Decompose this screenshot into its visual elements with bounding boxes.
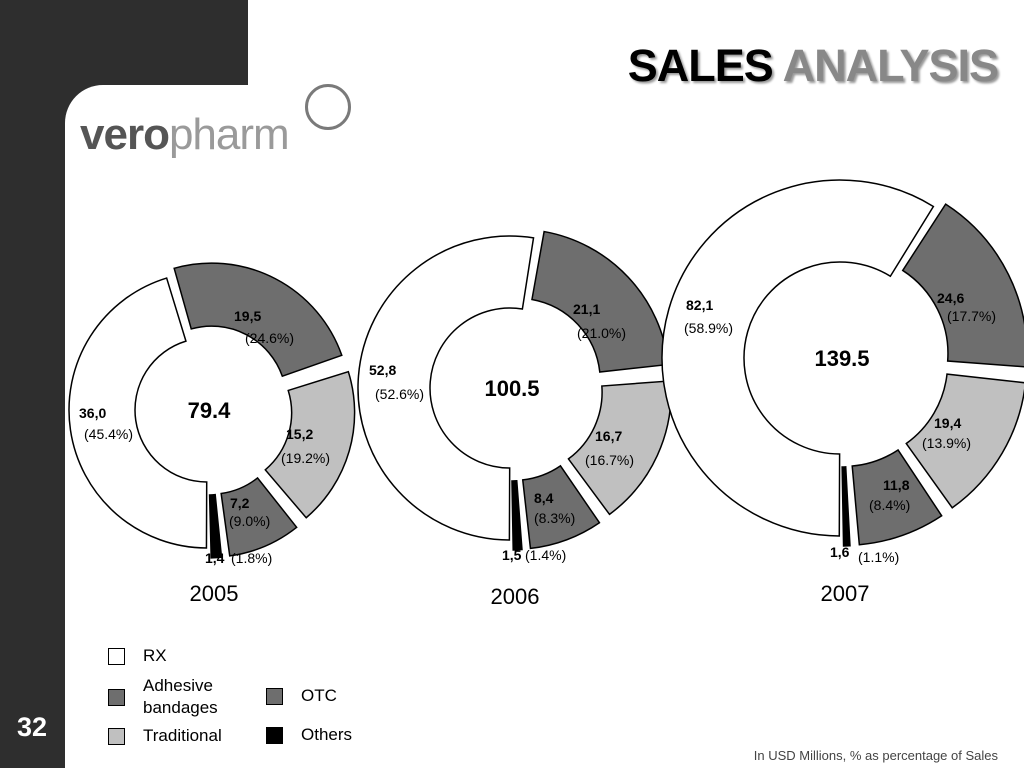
value-label-traditional-2007: 19,4 [934,415,961,431]
percent-label-traditional-2007: (13.9%) [922,435,971,451]
percent-label-rx-2005: (45.4%) [84,426,133,442]
value-label-adhesive-2006: 21,1 [573,301,600,317]
donut-chart-2006 [357,230,672,551]
value-label-adhesive-2007: 24,6 [937,290,964,306]
logo-ring-icon [305,84,351,130]
segment-traditional-2005 [264,370,356,519]
value-label-adhesive-2005: 19,5 [234,308,261,324]
donut-chart-2005 [68,262,356,559]
year-label-2006: 2006 [491,584,540,609]
value-label-otc-2005: 7,2 [230,495,250,511]
percent-label-otc-2005: (9.0%) [229,513,270,529]
percent-label-adhesive-2006: (21.0%) [577,325,626,341]
legend-swatch-others [266,726,283,744]
title-part-1: SALES [627,40,774,91]
value-label-otc-2007: 11,8 [883,477,910,493]
total-label-2006: 100.5 [484,376,539,401]
percent-label-others-2005: (1.8%) [231,550,272,566]
value-label-rx-2007: 82,1 [686,297,713,313]
legend-swatch-rx [108,647,125,665]
segment-otc-2007 [851,448,943,546]
percent-label-adhesive-2005: (24.6%) [245,330,294,346]
company-logo: veropharm [80,110,290,160]
total-label-2005: 79.4 [188,398,232,423]
value-label-traditional-2005: 15,2 [286,426,313,442]
segment-adhesive-2005 [173,262,343,378]
percent-label-rx-2007: (58.9%) [684,320,733,336]
logo-text-1: vero [80,110,170,159]
value-label-others-2006: 1,5 [502,547,522,563]
page-title: SALES ANALYSIS [627,40,999,92]
segment-others-2007 [841,466,851,547]
segment-rx-2006 [357,235,535,541]
value-label-rx-2006: 52,8 [369,362,396,378]
percent-label-otc-2007: (8.4%) [869,497,910,513]
legend-label-others: Others [301,725,353,744]
segment-others-2006 [511,479,523,551]
total-label-2007: 139.5 [814,346,869,371]
left-sidebar [0,0,65,768]
legend-label-adhesive: Adhesive bandages [143,676,218,717]
value-label-traditional-2006: 16,7 [595,428,622,444]
donut-chart-2007 [661,179,1024,547]
value-label-rx-2005: 36,0 [79,405,106,421]
value-label-otc-2006: 8,4 [534,490,554,506]
legend-swatch-traditional [108,727,125,745]
legend-swatch-adhesive [108,688,125,706]
segment-traditional-2007 [905,373,1024,509]
title-part-2: ANALYSIS [782,40,999,91]
percent-label-otc-2006: (8.3%) [534,510,575,526]
legend-item-otc: OTC [266,686,337,706]
legend-swatch-otc [266,687,283,705]
percent-label-adhesive-2007: (17.7%) [947,308,996,324]
percent-label-others-2007: (1.1%) [858,549,899,565]
segment-traditional-2006 [567,380,672,516]
legend-item-traditional: Traditional [108,726,222,746]
percent-label-others-2006: (1.4%) [525,547,566,563]
legend-label-rx: RX [143,646,167,665]
year-label-2007: 2007 [821,581,870,606]
legend-item-adhesive: Adhesive bandages [108,675,238,719]
segment-rx-2005 [68,277,208,549]
year-label-2005: 2005 [190,581,239,606]
page-number: 32 [16,712,48,742]
segment-adhesive-2007 [901,203,1024,368]
legend-label-otc: OTC [301,686,337,705]
segment-rx-2007 [661,179,935,537]
logo-text-2: pharm [168,110,290,159]
percent-label-traditional-2005: (19.2%) [281,450,330,466]
footnote: In USD Millions, % as percentage of Sale… [753,748,998,763]
percent-label-traditional-2006: (16.7%) [585,452,634,468]
legend-item-rx: RX [108,646,167,666]
legend-item-others: Others [266,725,352,745]
value-label-others-2005: 1,4 [205,550,225,566]
segment-otc-2006 [521,464,601,550]
value-label-others-2007: 1,6 [830,544,850,560]
segment-otc-2005 [220,476,298,557]
legend-label-traditional: Traditional [143,726,222,745]
segment-others-2005 [208,493,223,559]
percent-label-rx-2006: (52.6%) [375,386,424,402]
